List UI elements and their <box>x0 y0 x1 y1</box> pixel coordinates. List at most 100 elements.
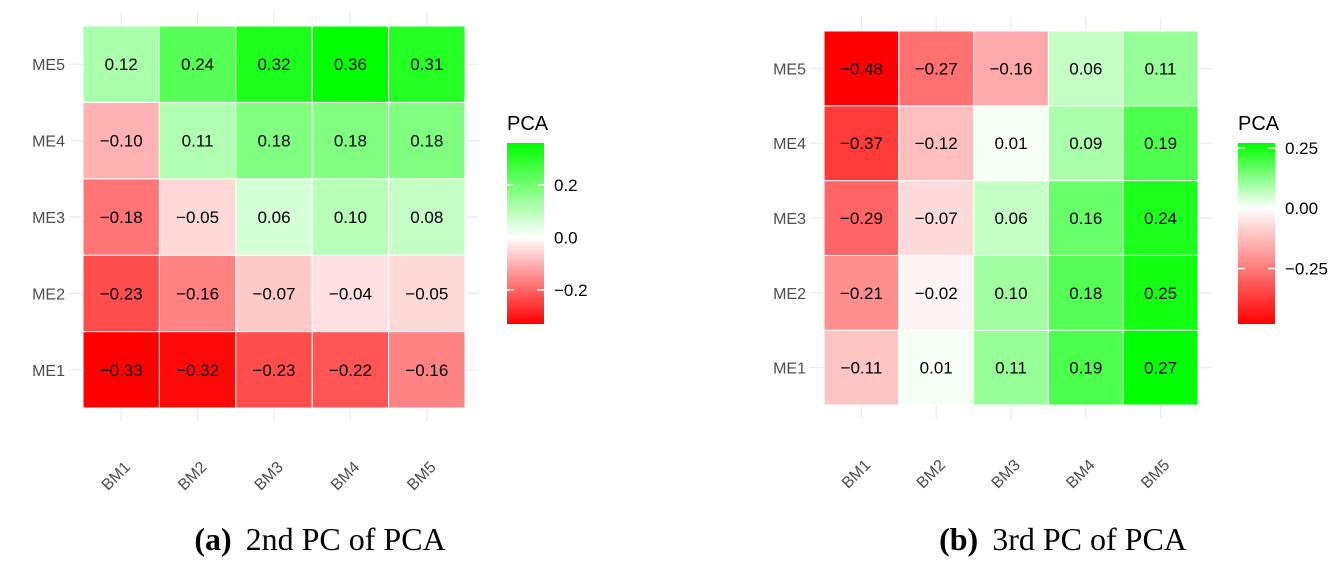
x-tick-label: BM5 <box>1138 457 1173 492</box>
cell-value-label: 0.11 <box>1145 59 1177 78</box>
y-tick-label: ME2 <box>773 286 806 303</box>
cell-value-label: −0.23 <box>252 361 295 380</box>
cell-value-label: 0.32 <box>257 55 290 74</box>
y-tick-label: ME4 <box>773 136 806 153</box>
heatmap-cell <box>1047 180 1124 256</box>
x-tick-label: BM4 <box>1063 457 1098 492</box>
heatmap-panel-a: −0.33 −0.32 −0.23 −0.22 −0.16 −0.23 −0.16 −0.07… <box>32 12 588 557</box>
legend-tick-label: 0.0 <box>554 228 578 247</box>
cell-value-label: 0.31 <box>410 55 443 74</box>
cell-value-label: −0.18 <box>100 208 143 227</box>
y-tick-label: ME5 <box>32 57 65 74</box>
x-tick-label: BM5 <box>404 459 439 494</box>
heatmap-cell <box>311 25 390 103</box>
heatmap-cell <box>1047 329 1124 406</box>
caption-letter: (b) <box>939 521 978 557</box>
cell-value-label: 0.16 <box>1069 209 1102 228</box>
cell-value-label: −0.02 <box>915 284 958 303</box>
heatmap-cell <box>823 180 900 256</box>
cell-value-label: −0.04 <box>329 284 372 303</box>
heatmap-cell <box>898 254 975 331</box>
y-tick-label: ME2 <box>32 286 65 303</box>
y-tick-label: ME3 <box>773 211 806 228</box>
legend-title: PCA <box>507 113 549 135</box>
heatmap-cell <box>82 101 160 180</box>
cell-value-label: 0.10 <box>334 208 367 227</box>
legend-color-bar <box>507 143 544 324</box>
y-tick-label: ME3 <box>32 210 65 227</box>
cell-value-label: −0.16 <box>176 284 219 303</box>
legend-tick-label: −0.2 <box>554 281 588 300</box>
cell-value-label: 0.01 <box>920 359 953 378</box>
cell-value-label: −0.33 <box>100 361 143 380</box>
cell-value-label: −0.16 <box>405 361 448 380</box>
heatmap-cell <box>823 254 900 331</box>
color-legend: PCA 0.25 0.00 −0.25 <box>1238 113 1328 324</box>
cell-value-label: −0.48 <box>840 59 883 78</box>
legend-tick-label: 0.2 <box>554 176 578 195</box>
heatmap-panel-b: −0.11 0.01 0.11 0.19 0.27 −0.21 −0.02 0.10 0.18 0… <box>773 17 1328 557</box>
heatmap-cell <box>82 25 160 103</box>
cell-value-label: −0.05 <box>405 284 448 303</box>
heatmap-cell <box>973 105 1049 182</box>
caption-text: 3rd PC of PCA <box>992 521 1187 557</box>
caption-letter: (a) <box>194 521 231 557</box>
cell-value-label: −0.05 <box>176 208 219 227</box>
cell-value-label: −0.29 <box>840 209 883 228</box>
heatmap-cell <box>158 101 237 180</box>
heatmap-cell <box>158 331 237 409</box>
cell-value-label: 0.11 <box>182 132 214 151</box>
y-tick-label: ME1 <box>773 361 806 378</box>
cell-value-label: 0.12 <box>105 55 138 74</box>
cell-value-label: −0.10 <box>100 132 143 151</box>
legend-tick-label: 0.00 <box>1285 199 1318 218</box>
heatmap-cell <box>1122 30 1199 107</box>
y-tick-label: ME5 <box>773 61 806 78</box>
cell-value-label: 0.24 <box>181 55 214 74</box>
heatmap-cell <box>973 30 1049 107</box>
heatmap-cell <box>973 329 1049 406</box>
x-tick-label: BM4 <box>328 459 363 494</box>
cell-value-label: 0.06 <box>1069 59 1102 78</box>
cell-value-label: 0.06 <box>257 208 290 227</box>
heatmap-cell <box>898 105 975 182</box>
heatmap-cell <box>235 25 313 103</box>
heatmap-cell <box>311 331 390 409</box>
cell-value-label: −0.27 <box>915 59 958 78</box>
x-tick-label: BM1 <box>839 457 874 492</box>
heatmap-cell <box>235 254 313 333</box>
cell-value-label: 0.18 <box>257 132 290 151</box>
cell-value-label: −0.07 <box>252 284 295 303</box>
cell-value-label: −0.07 <box>915 209 958 228</box>
cell-value-label: 0.24 <box>1144 209 1177 228</box>
x-tick-label: BM2 <box>175 459 210 494</box>
cell-value-label: −0.11 <box>841 359 883 378</box>
subfigure-caption: (b) 3rd PC of PCA <box>939 521 1187 557</box>
legend-title: PCA <box>1238 113 1280 135</box>
heatmap-cell <box>1047 30 1124 107</box>
heatmap-cell <box>311 254 390 333</box>
cell-value-label: 0.25 <box>1144 284 1177 303</box>
heatmap-cell <box>235 331 313 409</box>
y-tick-label: ME4 <box>32 134 65 151</box>
cell-value-label: 0.08 <box>410 208 443 227</box>
y-tick-label: ME1 <box>32 363 65 380</box>
heatmap-cell <box>82 178 160 256</box>
legend-color-bar <box>1238 143 1275 324</box>
cell-value-label: 0.18 <box>334 132 367 151</box>
cell-value-label: 0.19 <box>1069 359 1102 378</box>
heatmap-cell <box>388 331 466 409</box>
cell-value-label: −0.16 <box>989 59 1032 78</box>
heatmap-cell <box>82 254 160 333</box>
heatmap-cell <box>1122 180 1199 256</box>
legend-tick-label: 0.25 <box>1285 139 1318 158</box>
heatmap-cell <box>388 254 466 333</box>
cell-value-label: 0.01 <box>994 134 1027 153</box>
cell-value-label: 0.18 <box>410 132 443 151</box>
heatmap-cell <box>388 25 466 103</box>
cell-value-label: −0.23 <box>100 284 143 303</box>
cell-value-label: −0.32 <box>176 361 219 380</box>
cell-value-label: 0.18 <box>1069 284 1102 303</box>
